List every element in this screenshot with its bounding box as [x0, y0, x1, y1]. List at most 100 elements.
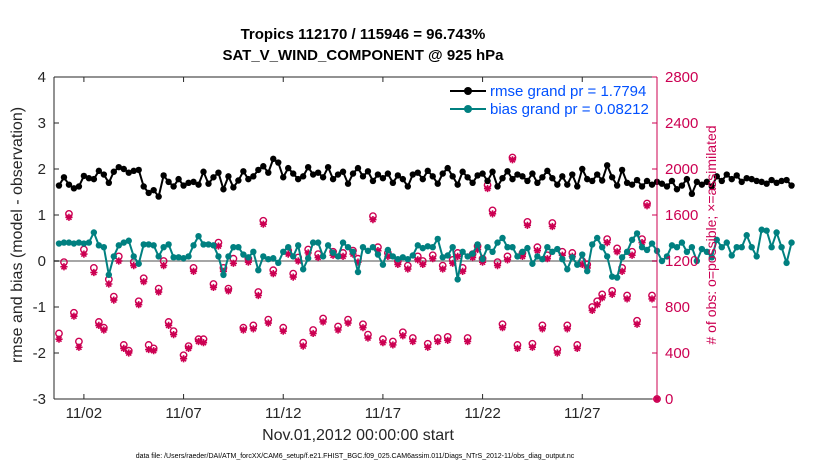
obs-assimilated-marker	[314, 253, 322, 262]
rmse-point	[464, 174, 471, 181]
obs-assimilated-marker	[598, 294, 606, 302]
rmse-point	[429, 173, 436, 180]
bias-point	[424, 243, 431, 250]
bias-point	[110, 253, 118, 260]
rmse-point	[130, 167, 137, 175]
obs-assimilated-marker	[464, 337, 472, 346]
obs-assimilated-marker	[498, 324, 507, 332]
bias-point	[294, 242, 302, 249]
bias-point	[693, 257, 701, 265]
obs-assimilated-marker	[603, 239, 611, 247]
chart-title-line1: Tropics 112170 / 115946 = 96.743%	[241, 26, 486, 43]
bias-point	[245, 254, 252, 261]
rmse-series-line	[58, 157, 793, 199]
rmse-point	[260, 163, 267, 170]
obs-assimilated-marker	[90, 268, 98, 277]
rmse-point	[240, 168, 247, 175]
rmse-point	[344, 180, 352, 187]
rmse-point	[374, 171, 382, 178]
obs-assimilated-marker	[648, 295, 656, 303]
rmse-point	[195, 181, 202, 188]
rmse-point	[683, 175, 691, 183]
x-tick-label: 11/12	[265, 405, 301, 422]
bias-point	[115, 242, 122, 249]
rmse-point	[459, 168, 466, 175]
rmse-point	[628, 181, 636, 188]
obs-assimilated-marker	[289, 273, 297, 281]
obs-assimilated-marker	[244, 258, 252, 266]
rmse-point	[319, 174, 327, 181]
rmse-point	[693, 178, 701, 186]
rmse-point	[70, 185, 78, 192]
chart-title-line2: SAT_V_WIND_COMPONENT @ 925 hPa	[222, 47, 504, 64]
bias-point	[290, 253, 297, 260]
obs-assimilated-marker	[135, 301, 143, 309]
obs-assimilated-marker	[369, 216, 377, 224]
bias-point	[285, 244, 292, 251]
bias-point	[205, 241, 212, 248]
bias-point	[748, 244, 755, 251]
y-left-tick-label: -3	[33, 391, 46, 408]
bias-point	[673, 244, 681, 251]
bias-point	[374, 251, 382, 258]
rmse-point	[334, 171, 342, 178]
obs-assimilated-marker	[209, 283, 218, 292]
obs-assimilated-marker	[613, 248, 621, 256]
rmse-point	[494, 183, 501, 190]
rmse-point	[409, 171, 417, 178]
bias-point	[250, 248, 257, 255]
obs-assimilated-marker	[80, 250, 88, 258]
rmse-point	[444, 164, 451, 172]
obs-assimilated-marker	[469, 253, 477, 262]
bias-point	[280, 248, 287, 255]
bias-point	[539, 255, 546, 263]
bias-point	[170, 254, 177, 261]
rmse-point	[738, 178, 745, 186]
rmse-point	[270, 155, 277, 163]
y-right-tick-label: 2000	[665, 161, 698, 178]
rmse-point	[145, 189, 152, 197]
obs-assimilated-marker	[543, 255, 551, 263]
bias-point	[200, 241, 207, 248]
y-right-tick-label: 2800	[665, 69, 698, 86]
rmse-point	[200, 168, 207, 175]
obs-assimilated-marker	[120, 344, 128, 352]
bias-point	[190, 242, 197, 249]
rmse-point	[574, 183, 581, 190]
rmse-point	[170, 183, 177, 190]
rmse-point	[584, 175, 591, 183]
rmse-point	[280, 174, 287, 181]
obs-assimilated-marker	[374, 247, 382, 255]
obs-assimilated-marker	[429, 255, 437, 263]
obs-assimilated-marker	[294, 257, 302, 265]
rmse-point	[324, 163, 332, 171]
rmse-point	[534, 179, 541, 186]
rmse-point	[60, 174, 68, 181]
obs-assimilated-marker	[184, 344, 193, 352]
bias-point	[429, 244, 436, 251]
obs-assimilated-marker	[379, 339, 387, 347]
x-tick-label: 11/27	[564, 405, 600, 422]
rmse-point	[678, 182, 686, 189]
rmse-point	[125, 169, 132, 176]
obs-assimilated-marker	[508, 156, 517, 164]
y-right-tick-label: 1200	[665, 253, 698, 270]
rmse-point	[265, 169, 272, 176]
bias-point	[449, 244, 456, 251]
bias-point	[668, 242, 676, 249]
bias-point	[574, 261, 581, 268]
x-tick-label: 11/02	[66, 405, 102, 422]
bias-point	[379, 261, 387, 268]
bias-point	[275, 259, 282, 267]
obs-assimilated-marker	[518, 252, 527, 260]
bias-point	[633, 230, 641, 237]
bias-point	[75, 239, 83, 246]
rmse-point	[105, 179, 113, 186]
rmse-point	[419, 175, 426, 183]
legend-rmse-marker	[464, 87, 472, 95]
rmse-point	[524, 177, 531, 185]
rmse-point	[569, 171, 576, 178]
bias-point	[319, 253, 327, 260]
rmse-point	[250, 173, 257, 180]
